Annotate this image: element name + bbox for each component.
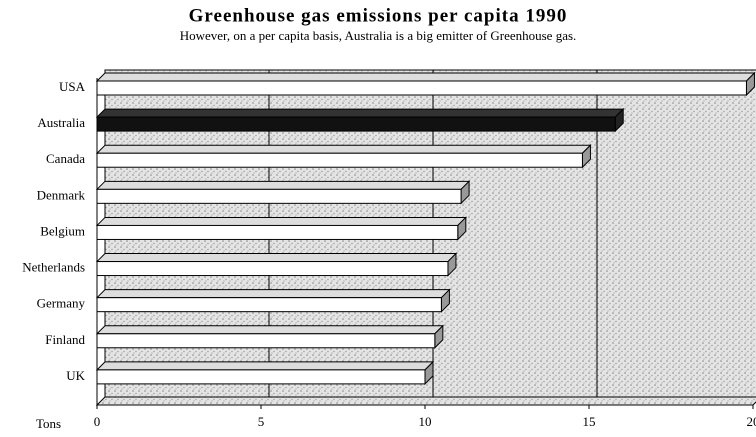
x-tick-label: 15: [583, 414, 596, 429]
bar-top: [95, 253, 458, 263]
chart-subtitle: However, on a per capita basis, Australi…: [180, 28, 577, 43]
bar-top: [95, 72, 756, 82]
x-axis-label: Tons: [36, 416, 61, 431]
x-tick-label: 10: [419, 414, 432, 429]
bar: [96, 224, 459, 240]
bar: [96, 297, 442, 313]
floor: [95, 396, 756, 406]
bar: [96, 333, 436, 349]
bar-top: [95, 216, 468, 226]
bar: [96, 80, 747, 96]
y-tick-label: Belgium: [40, 223, 85, 238]
bar: [96, 152, 583, 168]
bar-top: [95, 361, 435, 371]
y-tick-label: Netherlands: [22, 260, 85, 275]
bar-top: [95, 325, 445, 335]
y-tick-label: Denmark: [37, 187, 86, 202]
bar: [96, 116, 616, 132]
bar-top: [95, 108, 625, 118]
y-tick-label: Canada: [46, 151, 85, 166]
y-tick-label: Finland: [45, 332, 85, 347]
y-tick-label: UK: [66, 368, 85, 383]
bar-top: [95, 180, 471, 190]
bar: [96, 261, 449, 277]
x-tick-label: 0: [94, 414, 101, 429]
bar-top: [95, 144, 592, 154]
bar-top: [95, 289, 451, 299]
y-tick-label: Australia: [37, 115, 85, 130]
bar: [96, 188, 462, 204]
bar: [96, 369, 426, 385]
chart-title: Greenhouse gas emissions per capita 1990: [189, 5, 568, 26]
y-tick-label: Germany: [37, 296, 86, 311]
y-tick-label: USA: [59, 79, 86, 94]
x-tick-label: 5: [258, 414, 265, 429]
x-tick-label: 20: [747, 414, 756, 429]
